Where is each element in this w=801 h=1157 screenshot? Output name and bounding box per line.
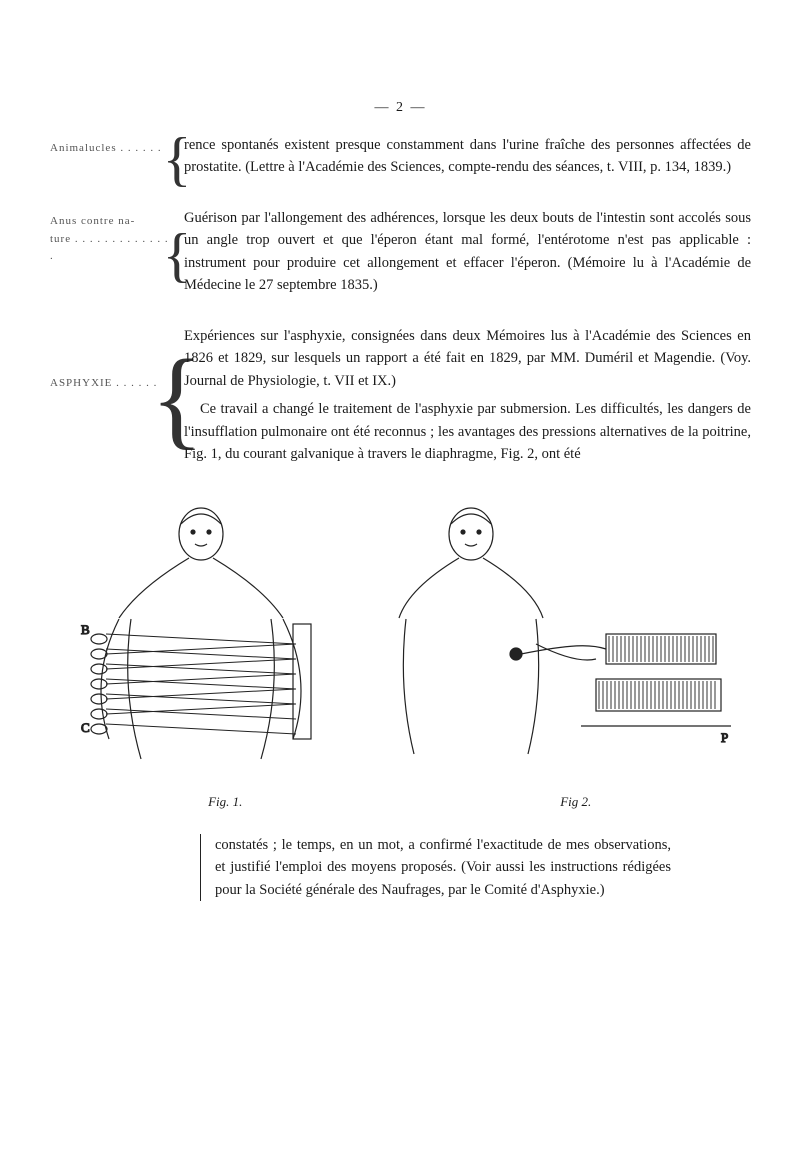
page: — 2 — Animalucles . . . . . . { rence sp… bbox=[0, 0, 801, 941]
final-paragraph: constatés ; le temps, en un mot, a confi… bbox=[200, 834, 671, 901]
brace-icon: { bbox=[170, 325, 184, 472]
fig1-label-c: C bbox=[81, 720, 90, 735]
figure-1: B C bbox=[81, 508, 311, 759]
fig1-caption: Fig. 1. bbox=[50, 794, 401, 810]
margin-label: Anus contre na- ture . . . . . . . . . .… bbox=[50, 207, 170, 266]
entry-text: Guérison par l'allongement des adhérence… bbox=[184, 207, 751, 297]
entry-body: rence spontanés existent presque constam… bbox=[184, 134, 751, 185]
margin-label: Animalucles . . . . . . bbox=[50, 134, 170, 158]
figures-row: B C bbox=[50, 494, 751, 784]
fig1-label-b: B bbox=[81, 622, 90, 637]
figure-2: P bbox=[399, 508, 731, 754]
entry-paragraph-1: Expériences sur l'asphyxie, consignées d… bbox=[184, 325, 751, 392]
brace-icon: { bbox=[170, 134, 184, 185]
page-number: — 2 — bbox=[50, 100, 751, 116]
voltaic-pile-lower bbox=[596, 679, 721, 711]
brace-icon: { bbox=[170, 207, 184, 303]
entry-body: Guérison par l'allongement des adhérence… bbox=[184, 207, 751, 303]
entry-body: Expériences sur l'asphyxie, consignées d… bbox=[184, 325, 751, 472]
entry-paragraph-2: Ce travail a changé le traitement de l'a… bbox=[184, 398, 751, 465]
entry-anus-contre-nature: Anus contre na- ture . . . . . . . . . .… bbox=[50, 207, 751, 303]
entry-asphyxie: ASPHYXIE . . . . . . { Expériences sur l… bbox=[50, 325, 751, 472]
figure-captions: Fig. 1. Fig 2. bbox=[50, 794, 751, 810]
voltaic-pile-upper bbox=[606, 634, 716, 664]
fig2-label-p: P bbox=[721, 730, 728, 745]
entry-animalucles: Animalucles . . . . . . { rence spontané… bbox=[50, 134, 751, 185]
entry-text: rence spontanés existent presque constam… bbox=[184, 134, 751, 179]
fig2-caption: Fig 2. bbox=[401, 794, 752, 810]
final-text: constatés ; le temps, en un mot, a confi… bbox=[215, 834, 671, 901]
figures-svg: B C bbox=[61, 494, 741, 784]
